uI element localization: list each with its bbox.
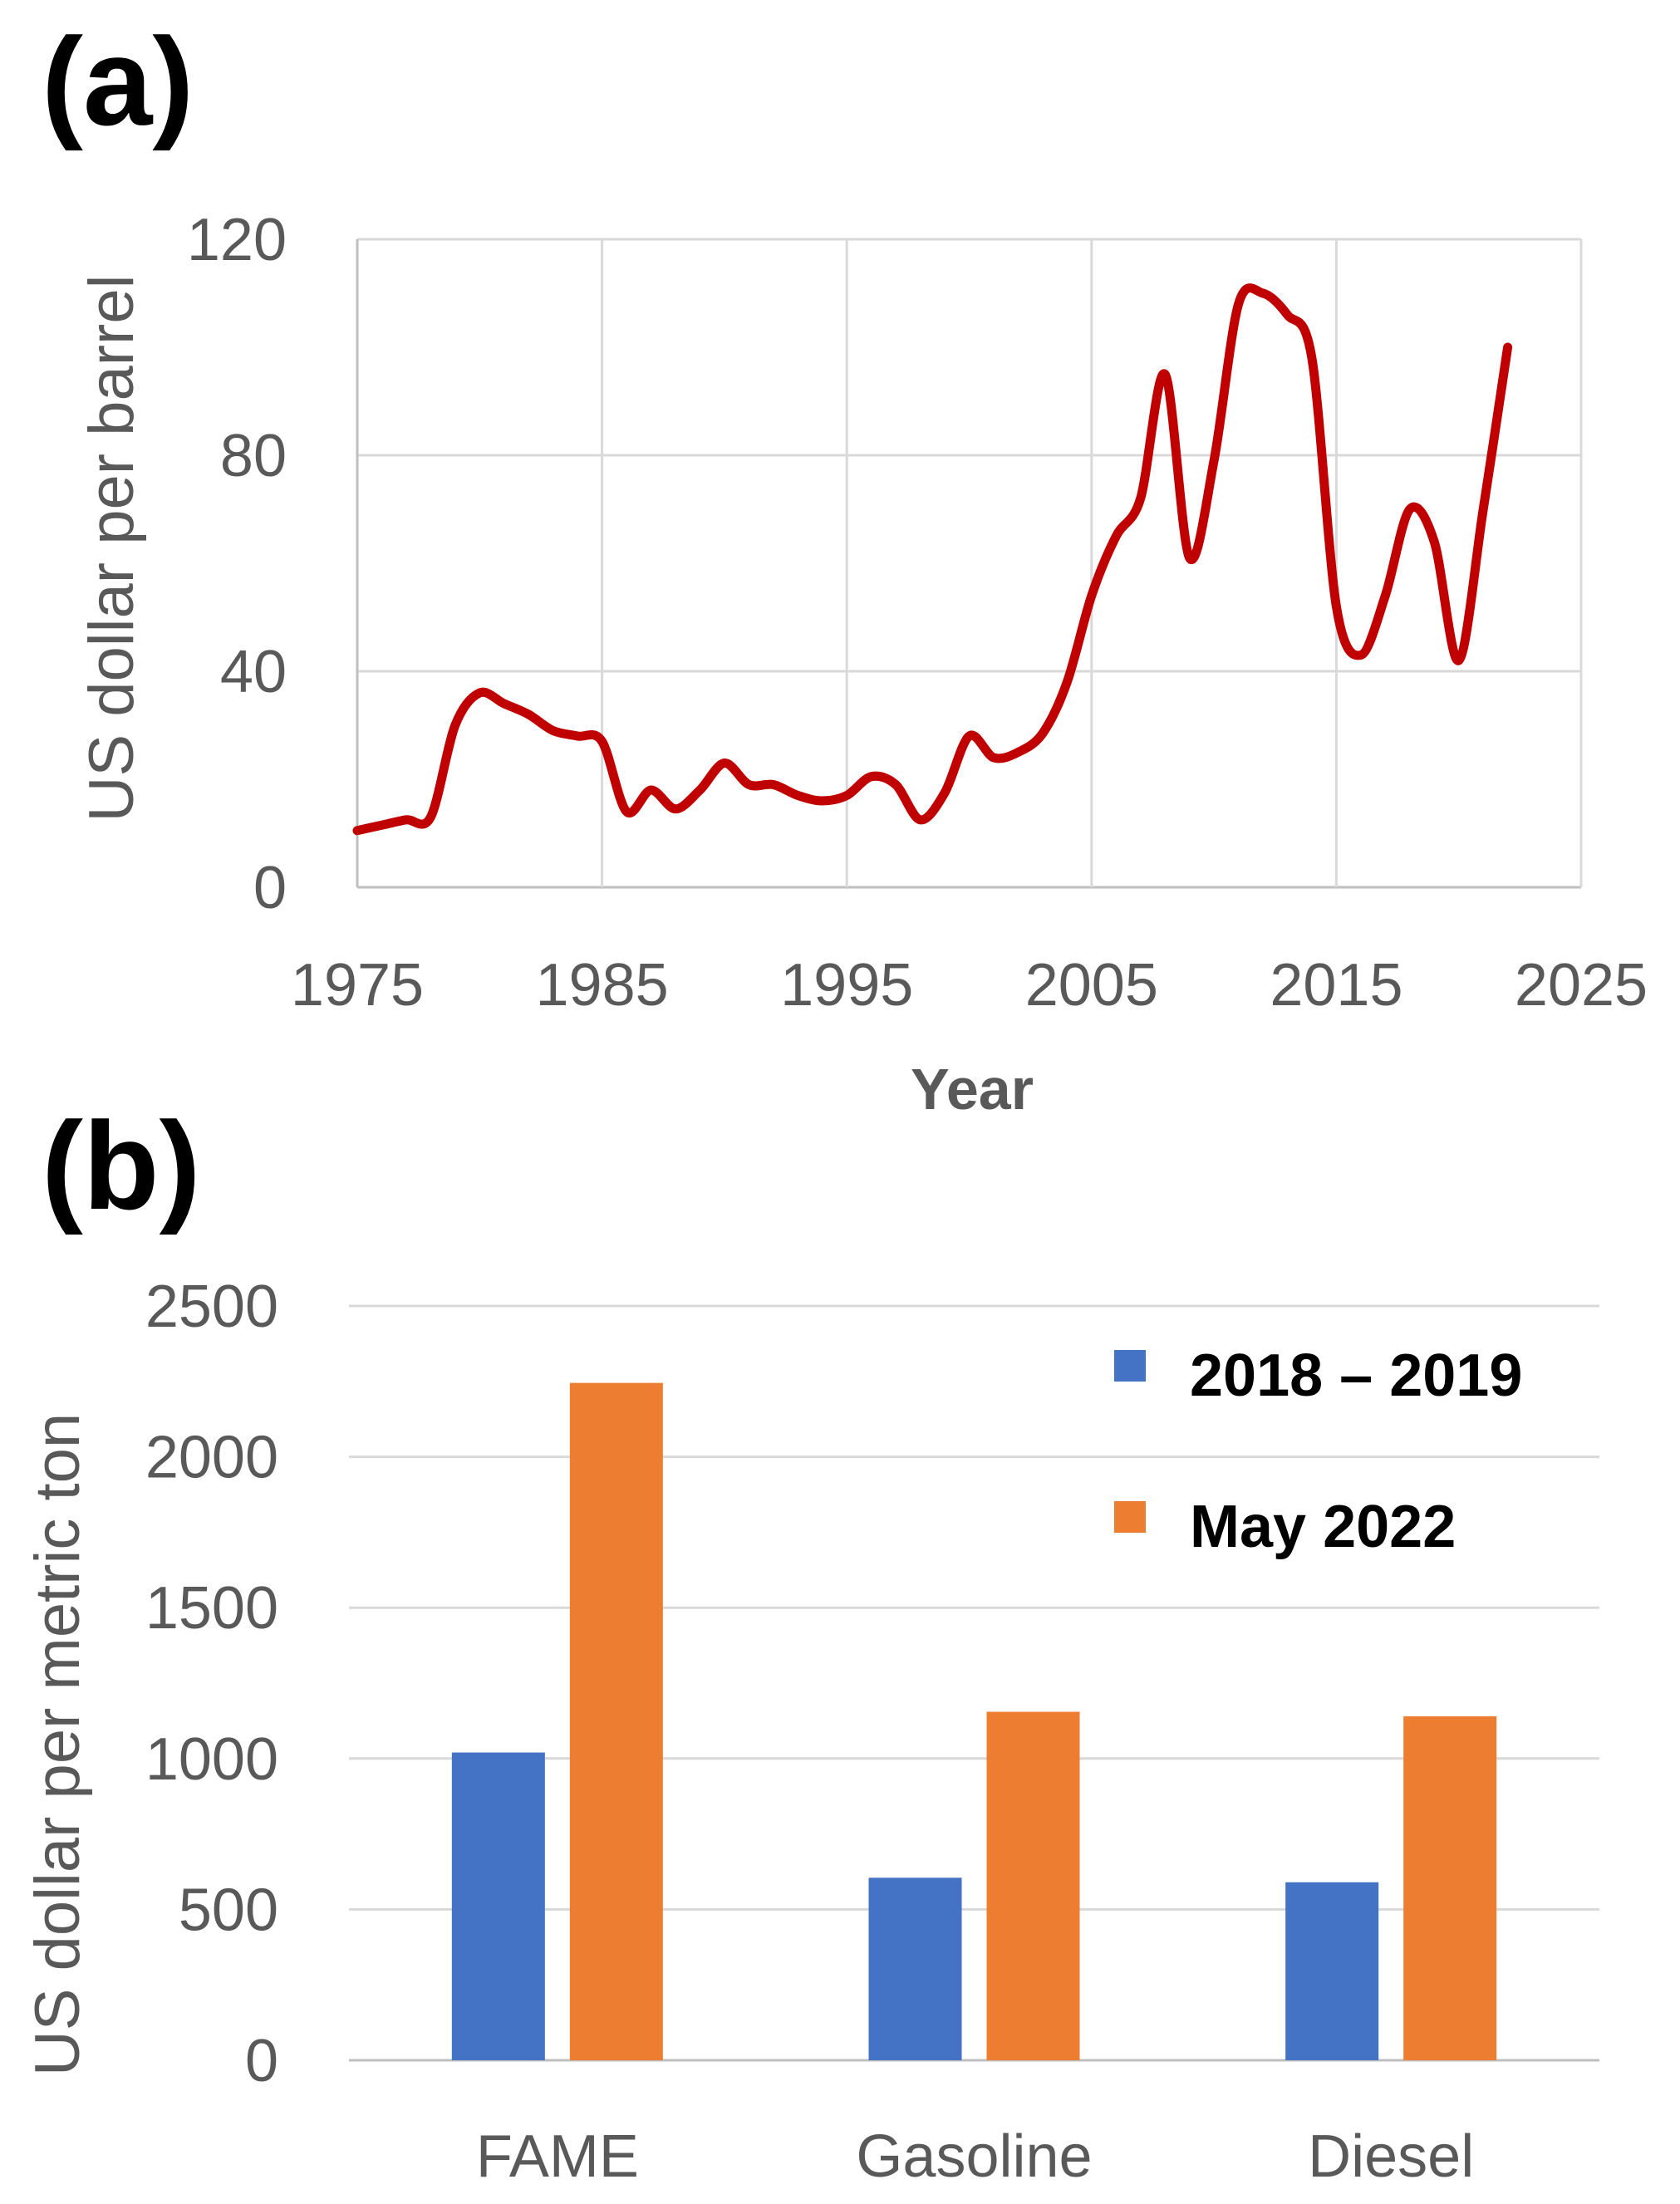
oil-price-line [352, 283, 1513, 836]
x-tick-label: 1985 [536, 952, 669, 1019]
bar-fame-2018-2019 [451, 1752, 545, 2060]
legend-label-may-2022: May 2022 [1190, 1494, 1456, 1560]
line-chart-series [352, 283, 1513, 836]
x-tick-label: 2005 [1025, 952, 1158, 1019]
y-tick-label: 40 [220, 639, 287, 705]
x-tick-label: 2015 [1270, 952, 1402, 1019]
y-tick-label: 2500 [145, 1274, 278, 1340]
legend-swatch-may-2022 [1114, 1501, 1146, 1533]
y-tick-label: 2000 [145, 1425, 278, 1491]
bar-gasoline-2018-2019 [868, 1878, 962, 2060]
y-tick-label: 120 [187, 207, 287, 273]
bar-chart-category-labels: FAME Gasoline Diesel [476, 2123, 1474, 2190]
y-tick-label: 80 [220, 423, 287, 489]
y-tick-label: 0 [253, 855, 287, 921]
line-chart-gridlines [356, 238, 1583, 889]
line-chart-x-tick-labels: 1975 1985 1995 2005 2015 2025 [291, 952, 1648, 1019]
legend-label-2018-2019: 2018 – 2019 [1190, 1343, 1522, 1409]
line-chart-y-axis-title: US dollar per barrel [76, 275, 147, 822]
bar-fame-may-2022 [569, 1382, 663, 2060]
panel-a-label: (a) [42, 12, 194, 151]
category-label: Gasoline [856, 2123, 1092, 2190]
category-label: FAME [476, 2123, 639, 2190]
bar-diesel-may-2022 [1403, 1716, 1497, 2060]
line-chart-y-tick-labels: 0 40 80 120 [187, 207, 287, 921]
x-tick-label: 1975 [291, 952, 424, 1019]
bar-chart-bars [451, 1382, 1497, 2060]
x-tick-label: 1995 [780, 952, 913, 1019]
panel-b-label: (b) [42, 1096, 201, 1235]
bar-chart-y-axis-title: US dollar per metric ton [22, 1413, 93, 2076]
bar-chart: 0 500 1000 1500 2000 2500 FAME Gasoline Diesel [145, 1274, 1599, 2190]
y-tick-label: 1000 [145, 1726, 278, 1793]
y-tick-label: 0 [245, 2028, 278, 2094]
bar-chart-y-tick-labels: 0 500 1000 1500 2000 2500 [145, 1274, 278, 2094]
bar-gasoline-may-2022 [986, 1711, 1080, 2060]
legend-swatch-2018-2019 [1114, 1350, 1146, 1382]
bar-diesel-2018-2019 [1285, 1882, 1379, 2060]
y-tick-label: 500 [179, 1877, 278, 1943]
x-tick-label: 2025 [1515, 952, 1648, 1019]
bar-chart-gridlines [349, 1304, 1599, 2062]
line-chart-x-axis-title: Year [911, 1057, 1034, 1122]
y-tick-label: 1500 [145, 1575, 278, 1642]
bar-chart-legend: 2018 – 2019 May 2022 [1114, 1343, 1522, 1560]
line-chart: 0 40 80 120 1975 1985 1995 2005 2015 2025 [187, 207, 1648, 1019]
category-label: Diesel [1308, 2123, 1474, 2190]
